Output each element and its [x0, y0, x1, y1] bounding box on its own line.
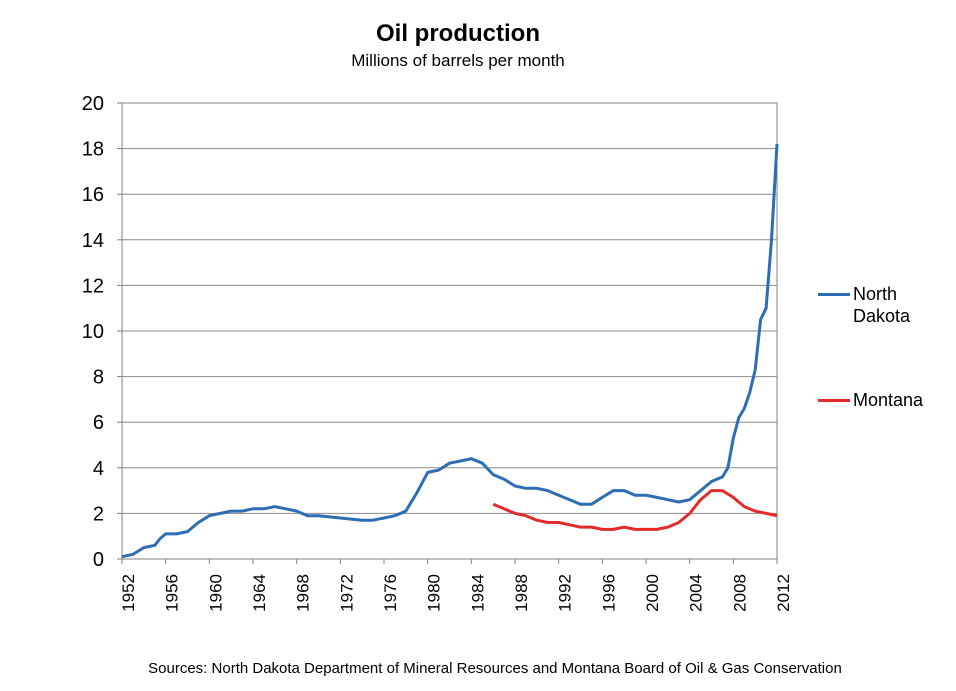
y-axis-tick-labels: 0 2 4 6 8 10 12 14 16 18 20: [82, 93, 122, 571]
x-tick-label: 1988: [512, 574, 531, 612]
legend-item-north-dakota: North Dakota: [818, 283, 943, 327]
series-line-north-dakota: [121, 143, 779, 559]
legend-label-north-dakota: North Dakota: [853, 284, 911, 326]
y-tick-label: 20: [82, 93, 104, 115]
x-tick-label: 1964: [250, 574, 269, 612]
x-tick-label: 1960: [206, 574, 225, 612]
y-tick-label: 2: [93, 503, 104, 525]
legend-item-montana: Montana: [818, 389, 943, 411]
chart-subtitle: Millions of barrels per month: [351, 51, 565, 70]
x-tick-label: 1996: [599, 574, 618, 612]
chart-title: Oil production: [376, 20, 540, 47]
grid-lines: [122, 148, 777, 514]
legend-label-montana: Montana: [853, 390, 924, 410]
x-tick-label: 1992: [556, 574, 575, 612]
x-tick-label: 2000: [643, 574, 662, 612]
x-tick-label: 2004: [687, 574, 706, 612]
x-tick-label: 2012: [774, 574, 793, 612]
source-note: Sources: North Dakota Department of Mine…: [148, 660, 842, 677]
y-tick-label: 6: [93, 412, 104, 434]
x-tick-label: 1968: [294, 574, 313, 612]
series-lines: [121, 143, 779, 559]
x-axis-tick-labels: 1952 1956 1960 1964 1968 1972 1976 1980 1984 1988…: [119, 559, 793, 612]
x-tick-label: 1980: [425, 574, 444, 612]
x-tick-label: 1972: [337, 574, 356, 612]
x-tick-label: 1976: [381, 574, 400, 612]
y-tick-label: 16: [82, 184, 104, 206]
legend-swatch-montana: [818, 399, 850, 402]
x-tick-label: 2008: [730, 574, 749, 612]
y-tick-label: 18: [82, 139, 104, 161]
y-tick-label: 0: [93, 549, 104, 571]
y-tick-label: 4: [93, 458, 104, 480]
y-tick-label: 8: [93, 367, 104, 389]
series-line-montana: [492, 489, 778, 531]
x-tick-label: 1984: [468, 574, 487, 612]
y-tick-label: 14: [82, 230, 104, 252]
y-tick-label: 10: [82, 321, 104, 343]
legend-swatch-north-dakota: [818, 293, 850, 296]
y-tick-label: 12: [82, 275, 104, 297]
x-tick-label: 1952: [119, 574, 138, 612]
x-tick-label: 1956: [163, 574, 182, 612]
